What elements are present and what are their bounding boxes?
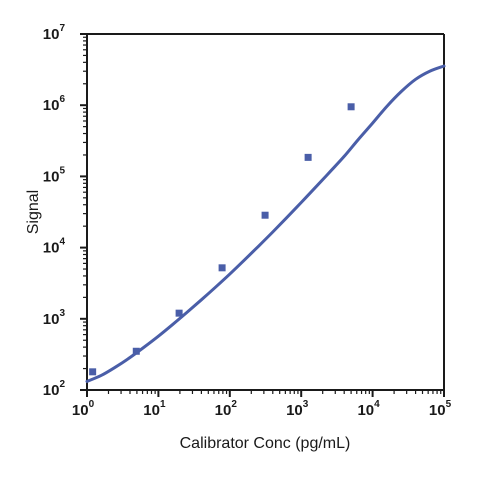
y-tick-label: 102 (43, 379, 66, 399)
data-point (304, 153, 312, 161)
x-tick-exponent: 0 (89, 399, 95, 410)
y-tick-label: 103 (43, 308, 66, 328)
y-tick-label: 106 (43, 94, 66, 114)
y-tick-label: 104 (43, 237, 66, 257)
data-point (132, 347, 140, 355)
y-tick-exponent: 3 (59, 308, 65, 319)
x-tick-label: 101 (143, 399, 166, 419)
y-tick-exponent: 5 (59, 165, 65, 176)
x-tick-exponent: 1 (160, 399, 166, 410)
axes-layer (80, 33, 445, 397)
y-tick-exponent: 4 (59, 237, 65, 248)
x-tick-label: 100 (72, 399, 95, 419)
y-tick-label: 107 (43, 23, 66, 43)
y-axis-title: Signal (25, 190, 42, 234)
data-point (261, 211, 269, 219)
x-tick-label: 103 (286, 399, 309, 419)
data-point (89, 368, 97, 376)
fit-curve-line (85, 64, 446, 383)
y-tick-label: 105 (43, 165, 66, 185)
fit-curve-layer (85, 64, 446, 383)
data-point (347, 103, 355, 111)
x-tick-exponent: 4 (374, 399, 380, 410)
x-tick-exponent: 3 (303, 399, 309, 410)
data-point (218, 264, 226, 272)
x-tick-label: 105 (429, 399, 452, 419)
data-point (175, 309, 183, 317)
y-tick-exponent: 7 (59, 23, 65, 34)
y-tick-exponent: 2 (59, 379, 65, 390)
x-tick-label: 104 (357, 399, 380, 419)
y-tick-exponent: 6 (59, 94, 65, 105)
data-points-layer (89, 103, 355, 376)
x-axis-title: Calibrator Conc (pg/mL) (180, 435, 351, 452)
x-tick-exponent: 5 (446, 399, 452, 410)
x-tick-label: 102 (215, 399, 238, 419)
x-tick-exponent: 2 (231, 399, 237, 410)
